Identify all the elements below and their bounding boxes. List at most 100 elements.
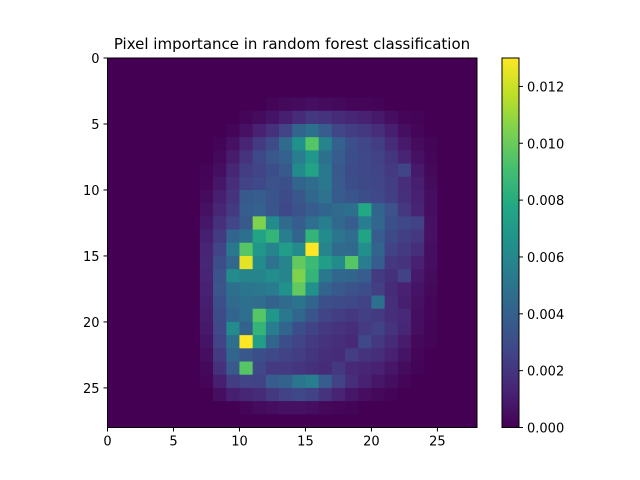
heatmap-cell (265, 84, 280, 98)
heatmap-cell (226, 335, 240, 349)
heatmap-cell (358, 348, 372, 362)
heatmap-cell (463, 282, 478, 296)
heatmap-cell (107, 335, 122, 349)
heatmap-cell (147, 216, 161, 230)
heatmap-cell (186, 58, 201, 72)
heatmap-cell (239, 374, 254, 389)
heatmap-cell (305, 150, 320, 164)
heatmap-cell (292, 71, 306, 85)
heatmap-cell (397, 255, 412, 270)
heatmap-cell (437, 110, 452, 125)
heatmap-cell (252, 387, 267, 402)
heatmap-cell (358, 387, 372, 402)
heatmap-cell (239, 401, 254, 415)
heatmap-cell (384, 123, 399, 138)
heatmap-cell (199, 361, 214, 376)
heatmap-cell (292, 216, 306, 230)
heatmap-cell (450, 203, 465, 217)
heatmap-cell (371, 414, 386, 428)
heatmap-cell (345, 374, 359, 389)
heatmap-cell (120, 97, 135, 112)
heatmap-cell (213, 335, 227, 349)
x-tick-label: 10 (231, 435, 248, 450)
heatmap-cell (424, 361, 438, 376)
heatmap-cell (279, 189, 293, 204)
heatmap-cell (107, 150, 122, 164)
heatmap-cell (239, 150, 254, 164)
heatmap-cell (133, 321, 148, 336)
heatmap-cell (345, 414, 359, 428)
heatmap-cell (147, 71, 161, 85)
heatmap-cell (450, 84, 465, 98)
heatmap-cell (279, 229, 293, 244)
heatmap-cell (147, 335, 161, 349)
heatmap-cell (437, 295, 452, 310)
heatmap-cell (186, 414, 201, 428)
heatmap-cell (292, 176, 306, 191)
heatmap-cell (292, 308, 306, 323)
heatmap-cell (411, 216, 425, 230)
heatmap-cell (199, 348, 214, 362)
heatmap-cell (345, 229, 359, 244)
heatmap-cell (345, 150, 359, 164)
heatmap-cell (186, 203, 201, 217)
heatmap-cell (107, 374, 122, 389)
heatmap-cell (384, 189, 399, 204)
heatmap-cell (199, 335, 214, 349)
heatmap-cell (186, 71, 201, 85)
heatmap-cell (318, 321, 333, 336)
heatmap-cell (292, 110, 306, 125)
heatmap-cell (265, 216, 280, 230)
heatmap-cell (463, 229, 478, 244)
heatmap-cell (371, 282, 386, 296)
heatmap-cell (265, 387, 280, 402)
heatmap-cell (411, 414, 425, 428)
heatmap-cell (265, 137, 280, 151)
heatmap-cell (265, 374, 280, 389)
heatmap-cell (226, 189, 240, 204)
heatmap-cell (226, 361, 240, 376)
heatmap-cell (265, 123, 280, 138)
heatmap-cell (173, 71, 188, 85)
heatmap-cell (305, 84, 320, 98)
heatmap-cell (345, 123, 359, 138)
heatmap-cell (239, 163, 254, 178)
heatmap-cell (186, 401, 201, 415)
heatmap-cell (397, 150, 412, 164)
heatmap-cell (411, 282, 425, 296)
heatmap-cell (199, 163, 214, 178)
heatmap-cell (371, 361, 386, 376)
heatmap-cell (331, 282, 346, 296)
heatmap-cell (292, 387, 306, 402)
heatmap-cell (292, 84, 306, 98)
heatmap-cell (226, 242, 240, 257)
heatmap-cell (239, 335, 254, 349)
heatmap-cell (450, 348, 465, 362)
heatmap-cell (186, 321, 201, 336)
heatmap-cell (239, 203, 254, 217)
heatmap-cell (173, 282, 188, 296)
heatmap-cell (384, 295, 399, 310)
heatmap-cell (384, 176, 399, 191)
heatmap-cell (331, 335, 346, 349)
heatmap-cell (371, 269, 386, 283)
heatmap-cell (239, 123, 254, 138)
heatmap-cell (186, 242, 201, 257)
heatmap-cell (213, 58, 227, 72)
heatmap-cell (424, 110, 438, 125)
heatmap-cell (199, 71, 214, 85)
heatmap-cell (147, 123, 161, 138)
heatmap-cell (239, 387, 254, 402)
heatmap-cell (107, 269, 122, 283)
heatmap-cell (107, 387, 122, 402)
heatmap-cell (371, 321, 386, 336)
heatmap-cell (265, 163, 280, 178)
heatmap-cell (292, 163, 306, 178)
heatmap-cell (318, 176, 333, 191)
heatmap-cell (358, 361, 372, 376)
heatmap-cell (318, 71, 333, 85)
heatmap-cell (358, 282, 372, 296)
heatmap-cell (213, 269, 227, 283)
heatmap-cell (411, 176, 425, 191)
heatmap-cell (318, 150, 333, 164)
